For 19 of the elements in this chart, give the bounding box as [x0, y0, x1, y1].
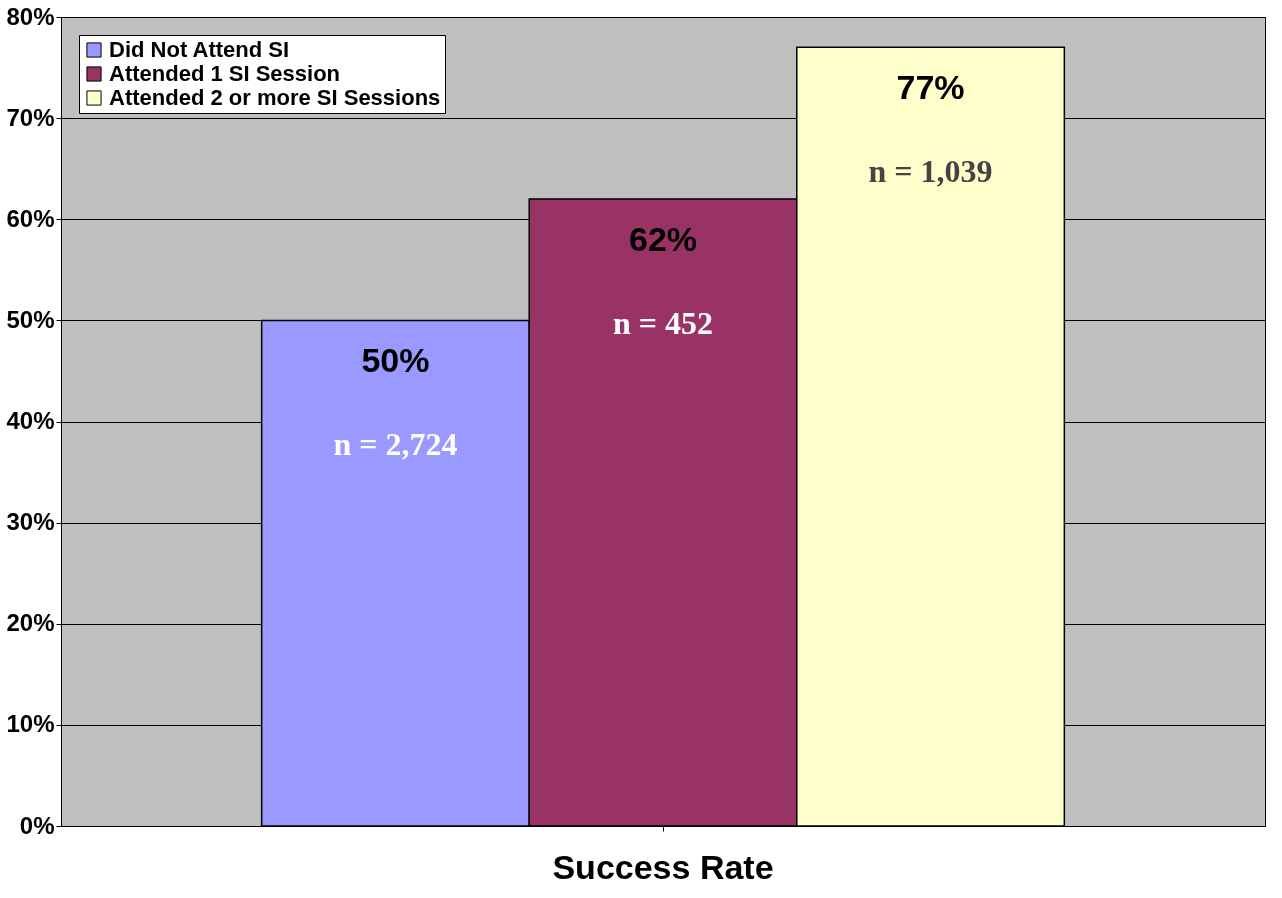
legend-label: Did Not Attend SI — [109, 37, 290, 62]
y-tick-label: 70% — [6, 103, 55, 131]
annotation: n = 452 — [612, 305, 714, 342]
y-tick-label: 80% — [6, 2, 55, 30]
y-tick-label: 0% — [19, 811, 55, 839]
x-tick-label: Success Rate — [552, 847, 774, 886]
legend-label: Attended 1 SI Session — [109, 61, 341, 86]
annotation: n = 2,724 — [333, 426, 458, 463]
y-tick-label: 30% — [6, 508, 55, 536]
y-tick-label: 40% — [6, 407, 55, 434]
y-tick-label: 20% — [6, 609, 55, 637]
annotation: n = 1,039 — [868, 153, 993, 190]
y-tick-label: 60% — [6, 204, 55, 232]
data-label: 62% — [628, 220, 698, 259]
legend-label: Attended 2 or more SI Sessions — [109, 85, 441, 110]
data-label: 50% — [361, 341, 430, 380]
y-tick-label: 50% — [6, 305, 55, 333]
y-tick-label: 10% — [6, 710, 55, 738]
data-label: 77% — [896, 68, 965, 107]
